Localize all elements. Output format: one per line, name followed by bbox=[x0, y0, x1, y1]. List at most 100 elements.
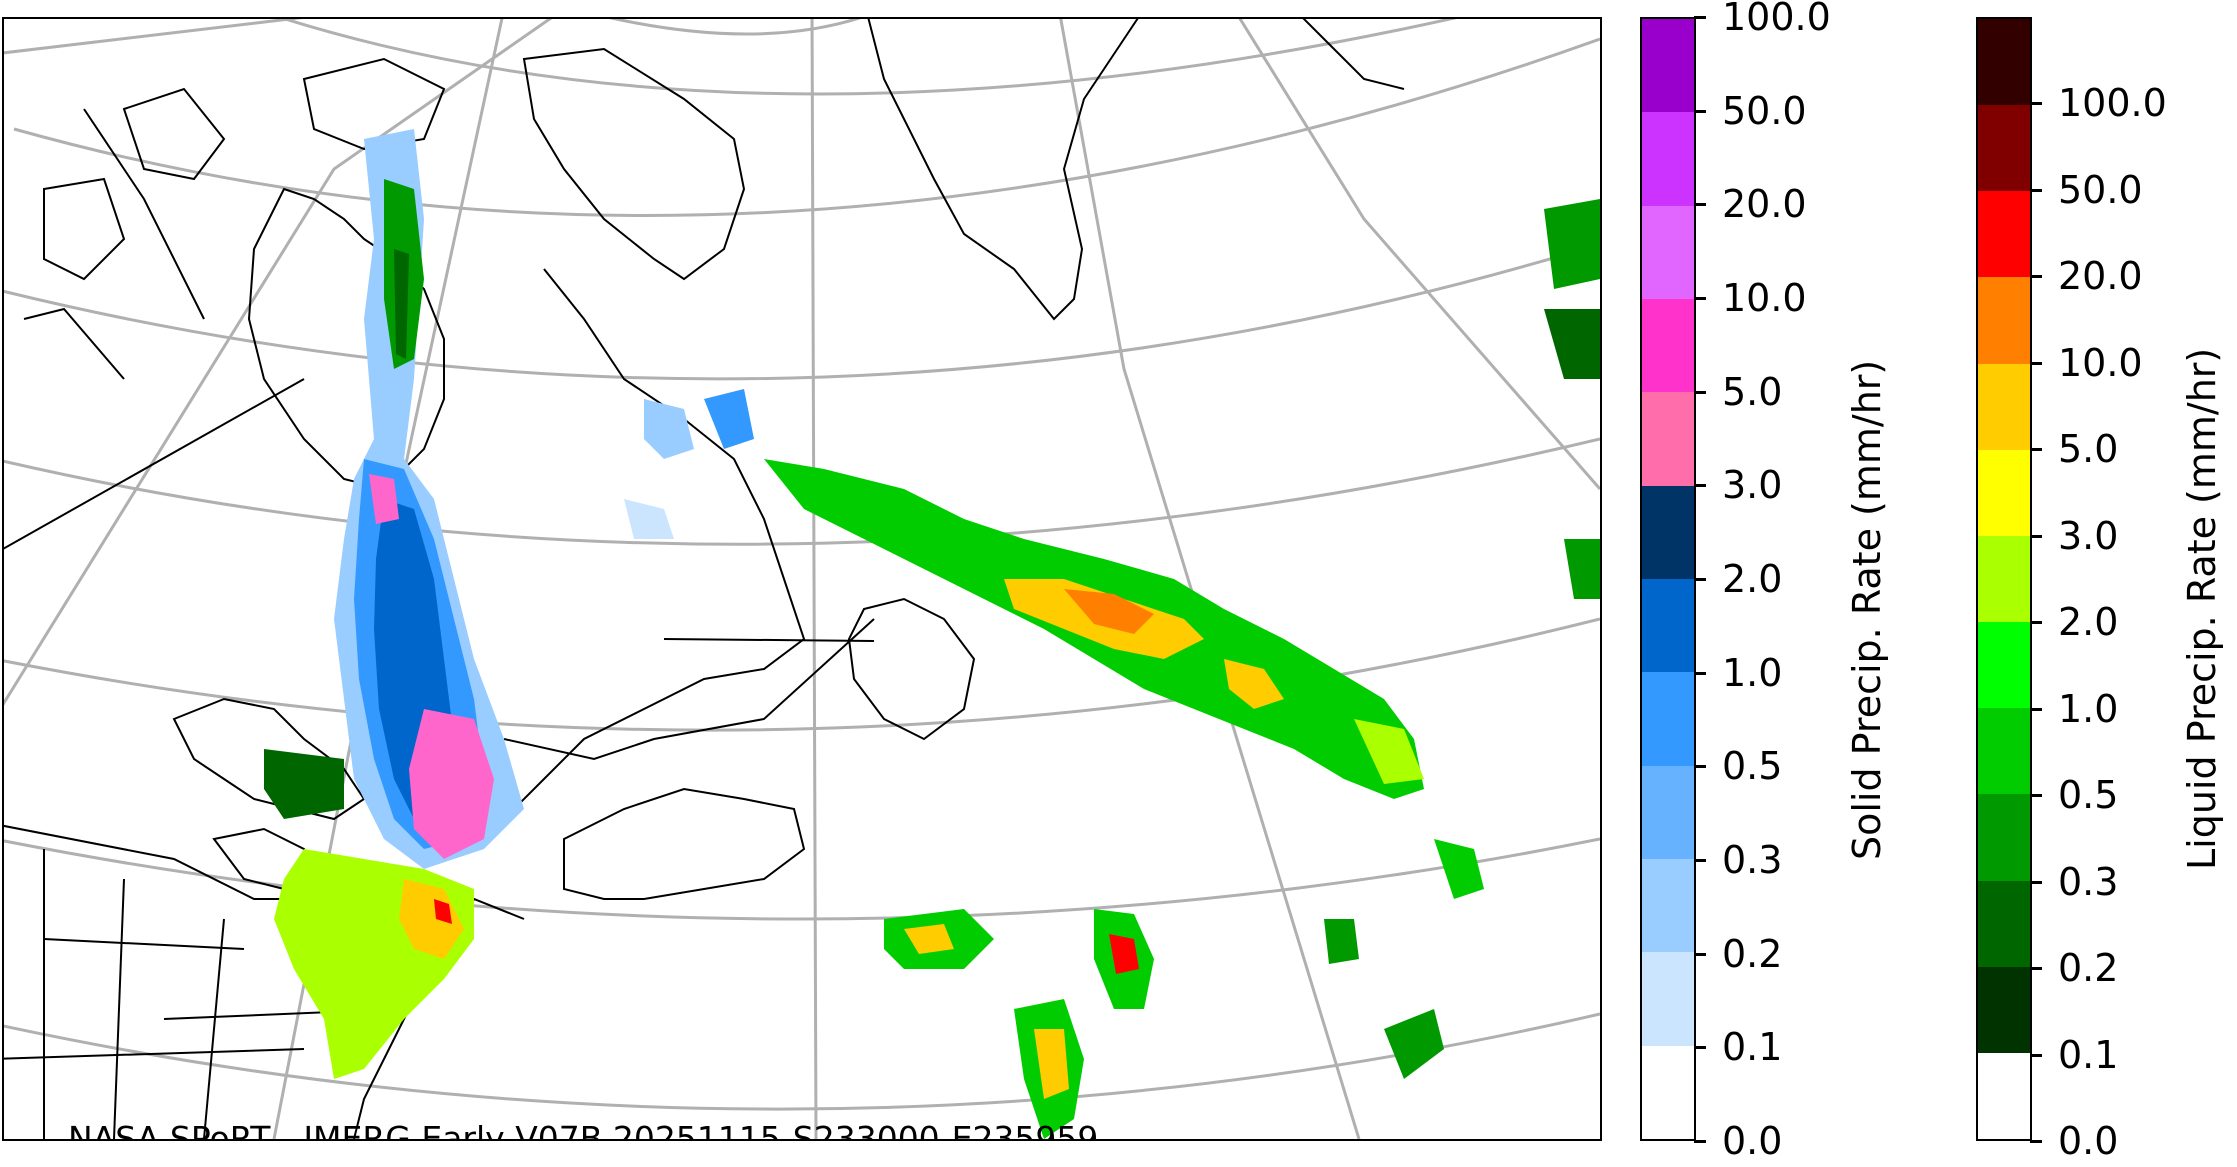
tick-mark bbox=[1694, 484, 1706, 488]
colorbar-solid-segment bbox=[1642, 299, 1694, 393]
colorbar-solid-segment bbox=[1642, 859, 1694, 953]
rain-band-atlantic-core bbox=[1064, 589, 1154, 634]
colorbar-solid-segment bbox=[1642, 19, 1694, 113]
rain-band-light bbox=[394, 249, 409, 359]
colorbar-liquid-segment bbox=[1978, 277, 2030, 364]
border-line bbox=[113, 878, 125, 1139]
tick-mark bbox=[2030, 534, 2042, 538]
colorbar-liquid-segment bbox=[1978, 1052, 2030, 1139]
tick-mark bbox=[2030, 794, 2042, 798]
rain-cell-ocean bbox=[1384, 1009, 1444, 1079]
tick-label: 100.0 bbox=[2058, 81, 2167, 126]
tick-label: 20.0 bbox=[1722, 182, 1807, 227]
parallel-line bbox=[609, 19, 861, 36]
rain-cell-ocean-core bbox=[904, 924, 954, 954]
border-line bbox=[43, 938, 245, 950]
tick-label: 0.5 bbox=[2058, 773, 2119, 818]
colorbar-solid-title: Solid Precip. Rate (mm/hr) bbox=[1845, 359, 1889, 860]
tick-label: 0.3 bbox=[2058, 859, 2119, 904]
parallel-line bbox=[13, 37, 1600, 217]
colorbar-liquid-segment bbox=[1978, 708, 2030, 795]
tick-label: 10.0 bbox=[1722, 276, 1807, 320]
parallel-line bbox=[280, 19, 1457, 96]
rain-northeast-us-core bbox=[399, 879, 464, 959]
colorbar-liquid-segment bbox=[1978, 18, 2030, 106]
tick-label: 2.0 bbox=[1722, 557, 1783, 601]
tick-mark bbox=[1694, 16, 1706, 19]
tick-label: 0.0 bbox=[1722, 1119, 1783, 1163]
tick-mark bbox=[2030, 1053, 2042, 1057]
tick-label: 3.0 bbox=[1722, 463, 1783, 508]
rain-cell-ocean bbox=[1544, 309, 1600, 379]
border-line bbox=[4, 1048, 305, 1060]
tick-label: 0.5 bbox=[1722, 744, 1783, 789]
rain-band-atlantic-edge bbox=[1354, 719, 1424, 784]
colorbar-liquid-segment bbox=[1978, 966, 2030, 1053]
border-line bbox=[503, 618, 875, 761]
tick-mark bbox=[1694, 671, 1706, 675]
tick-mark bbox=[1694, 1140, 1706, 1143]
tick-label: 0.2 bbox=[1722, 931, 1783, 976]
tick-label: 0.3 bbox=[1722, 838, 1783, 882]
parallel-line bbox=[4, 242, 1600, 381]
colorbar-solid-segment bbox=[1642, 1045, 1694, 1139]
gulf-stlawrence-coast bbox=[563, 787, 806, 900]
colorbar-liquid-segment bbox=[1978, 449, 2030, 536]
border-line bbox=[83, 108, 205, 320]
snow-patch-light bbox=[644, 399, 694, 459]
tick-label: 1.0 bbox=[2058, 686, 2119, 731]
colorbar-liquid-segment bbox=[1978, 105, 2030, 192]
colorbar-liquid-segment bbox=[1978, 794, 2030, 881]
coastlines bbox=[4, 19, 1405, 1139]
colorbar-liquid-segment bbox=[1978, 191, 2030, 278]
tick-label: 0.2 bbox=[2058, 946, 2119, 991]
tick-label: 1.0 bbox=[1722, 650, 1783, 695]
precip-solid bbox=[334, 129, 754, 869]
baffin-island-coast bbox=[522, 47, 746, 281]
colorbar-liquid-segment bbox=[1978, 622, 2030, 709]
tick-mark bbox=[1694, 203, 1706, 207]
arctic-island-coast bbox=[122, 87, 226, 181]
colorbar-solid-segment bbox=[1642, 765, 1694, 860]
newfoundland-coast bbox=[847, 597, 976, 741]
tick-label: 2.0 bbox=[2058, 600, 2119, 645]
rain-great-lakes bbox=[264, 749, 344, 819]
parallel-line bbox=[4, 1012, 1600, 1111]
rain-band-atlantic-core bbox=[1224, 659, 1284, 709]
colorbar-solid-bar bbox=[1640, 17, 1696, 1141]
tick-mark bbox=[2030, 967, 2042, 971]
tick-mark bbox=[2030, 1140, 2042, 1143]
border-line bbox=[203, 918, 225, 1139]
map-canvas bbox=[4, 19, 1600, 1139]
tick-mark bbox=[1694, 765, 1706, 769]
tick-label: 5.0 bbox=[2058, 427, 2119, 472]
tick-mark bbox=[2030, 188, 2042, 192]
great-lakes-coast bbox=[172, 697, 366, 821]
meridian-line bbox=[4, 19, 303, 55]
tick-label: 0.0 bbox=[2058, 1119, 2119, 1163]
greenland-east bbox=[1302, 19, 1405, 90]
colorbar-solid-segment bbox=[1642, 672, 1694, 766]
greenland-coast bbox=[867, 19, 1139, 321]
rain-cell-ocean bbox=[1434, 839, 1484, 899]
tick-mark bbox=[1694, 578, 1706, 581]
colorbar-solid-segment bbox=[1642, 485, 1694, 580]
rain-cell-ocean bbox=[1544, 199, 1600, 289]
precip-liquid bbox=[264, 179, 1600, 1139]
rain-cell-ocean bbox=[1564, 539, 1600, 599]
snow-band-intense bbox=[409, 709, 494, 859]
colorbar-liquid-segment bbox=[1978, 535, 2030, 623]
rain-cell-ocean-core bbox=[1109, 934, 1139, 974]
rain-northeast-us bbox=[274, 849, 474, 1079]
precipitation-map: NASA SPoRT - IMERG Early V07B 20251115-S… bbox=[2, 17, 1602, 1141]
colorbar-solid-segment bbox=[1642, 205, 1694, 300]
tick-label: 20.0 bbox=[2058, 254, 2143, 299]
tick-mark bbox=[2030, 707, 2042, 711]
meridian-line bbox=[810, 19, 818, 1139]
tick-mark bbox=[2030, 102, 2042, 106]
tick-mark bbox=[1694, 952, 1706, 956]
graticule bbox=[4, 19, 1600, 1139]
meridian-line bbox=[1238, 19, 1600, 490]
hudson-bay-coast bbox=[247, 187, 445, 491]
tick-label: 0.1 bbox=[1722, 1025, 1783, 1070]
